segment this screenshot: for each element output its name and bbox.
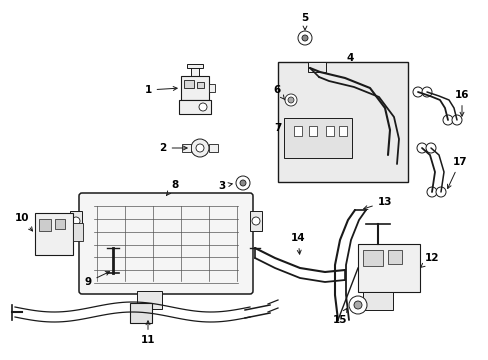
- Bar: [191, 66, 199, 76]
- Bar: [182, 144, 191, 152]
- Bar: [325, 126, 333, 136]
- Bar: [183, 80, 194, 88]
- Bar: [208, 84, 215, 92]
- Circle shape: [297, 31, 311, 45]
- Bar: [35, 213, 73, 255]
- Bar: [181, 76, 208, 100]
- Bar: [55, 219, 65, 229]
- Bar: [357, 244, 419, 292]
- Circle shape: [412, 87, 422, 97]
- FancyBboxPatch shape: [79, 193, 252, 294]
- Text: 1: 1: [144, 85, 177, 95]
- Text: 7: 7: [274, 123, 281, 133]
- Circle shape: [451, 115, 461, 125]
- Circle shape: [285, 94, 296, 106]
- Text: 2: 2: [159, 143, 187, 153]
- Circle shape: [236, 176, 249, 190]
- Bar: [307, 62, 325, 72]
- Bar: [39, 219, 51, 231]
- Text: 13: 13: [363, 197, 391, 210]
- Text: 8: 8: [166, 180, 178, 195]
- Bar: [362, 292, 392, 310]
- Circle shape: [416, 143, 426, 153]
- Bar: [249, 211, 262, 231]
- Text: 17: 17: [447, 157, 467, 189]
- Circle shape: [191, 139, 208, 157]
- Bar: [130, 303, 152, 323]
- Circle shape: [421, 87, 431, 97]
- Bar: [293, 126, 302, 136]
- Text: 16: 16: [454, 90, 468, 116]
- Bar: [137, 291, 162, 309]
- Circle shape: [435, 187, 445, 197]
- Bar: [284, 118, 351, 158]
- Bar: [208, 144, 218, 152]
- Bar: [338, 126, 346, 136]
- Text: 14: 14: [290, 233, 305, 254]
- Bar: [179, 100, 210, 114]
- Text: 11: 11: [141, 321, 155, 345]
- Text: 10: 10: [15, 213, 33, 231]
- Bar: [73, 223, 83, 241]
- Circle shape: [199, 103, 206, 111]
- Circle shape: [348, 296, 366, 314]
- Text: 4: 4: [346, 53, 353, 63]
- Bar: [278, 62, 407, 182]
- Text: 3: 3: [218, 181, 232, 191]
- Bar: [197, 82, 203, 88]
- Circle shape: [72, 217, 80, 225]
- Bar: [186, 64, 203, 68]
- Bar: [387, 250, 401, 264]
- Circle shape: [240, 180, 245, 186]
- Bar: [70, 211, 82, 231]
- Circle shape: [426, 187, 436, 197]
- Text: 9: 9: [84, 271, 109, 287]
- Bar: [362, 250, 382, 266]
- Circle shape: [251, 217, 260, 225]
- Circle shape: [353, 301, 361, 309]
- Bar: [308, 126, 316, 136]
- Circle shape: [196, 144, 203, 152]
- Text: 12: 12: [420, 253, 438, 267]
- Text: 5: 5: [301, 13, 308, 30]
- Circle shape: [302, 35, 307, 41]
- Circle shape: [442, 115, 452, 125]
- Circle shape: [287, 97, 293, 103]
- Text: 15: 15: [332, 308, 346, 325]
- Circle shape: [425, 143, 435, 153]
- Text: 6: 6: [273, 85, 285, 100]
